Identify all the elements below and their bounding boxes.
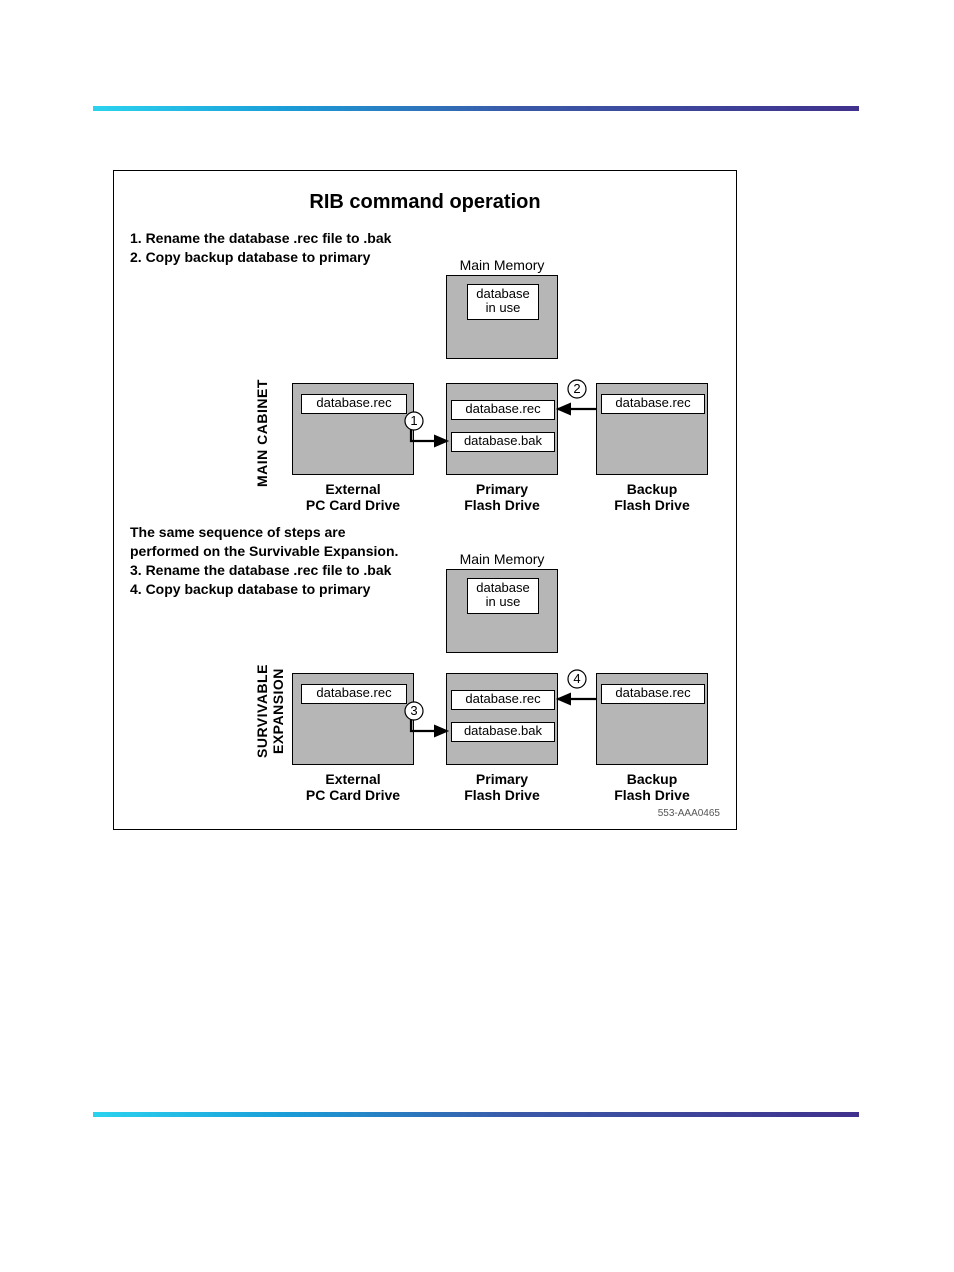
svg-text:4: 4: [573, 671, 580, 686]
svg-text:1: 1: [410, 413, 417, 428]
figure-frame: RIB command operation 1. Rename the data…: [113, 170, 737, 830]
svg-text:3: 3: [410, 703, 417, 718]
copy-step-circle-main: 2: [568, 380, 586, 398]
gradient-rule-top: [93, 106, 859, 111]
rename-step-circle-main: 1: [405, 412, 423, 430]
page: RIB command operation 1. Rename the data…: [0, 0, 954, 1272]
gradient-rule-bottom: [93, 1112, 859, 1117]
rename-step-circle-surv: 3: [405, 702, 423, 720]
arrows-layer: 1 2 3 4: [114, 171, 736, 829]
svg-text:2: 2: [573, 381, 580, 396]
copy-step-circle-surv: 4: [568, 670, 586, 688]
figure-id-code: 553-AAA0465: [658, 808, 720, 819]
